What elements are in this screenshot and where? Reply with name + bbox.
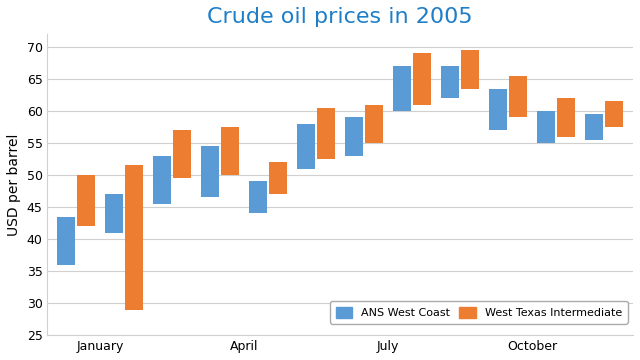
Bar <box>105 194 124 233</box>
Bar <box>345 117 364 156</box>
Bar <box>441 66 460 98</box>
Bar <box>413 53 431 104</box>
Bar <box>201 146 220 197</box>
Bar <box>125 165 143 310</box>
Y-axis label: USD per barrel: USD per barrel <box>7 134 21 236</box>
Bar <box>153 156 172 204</box>
Bar <box>557 98 575 136</box>
Bar <box>269 162 287 194</box>
Bar <box>393 66 412 111</box>
Bar <box>605 101 623 127</box>
Bar <box>509 76 527 117</box>
Title: Crude oil prices in 2005: Crude oil prices in 2005 <box>207 7 473 27</box>
Bar <box>317 108 335 159</box>
Bar <box>173 130 191 178</box>
Bar <box>221 127 239 175</box>
Bar <box>249 181 268 213</box>
Bar <box>365 104 383 143</box>
Bar <box>585 114 604 140</box>
Bar <box>297 124 316 168</box>
Bar <box>57 217 76 265</box>
Legend: ANS West Coast, West Texas Intermediate: ANS West Coast, West Texas Intermediate <box>330 301 627 324</box>
Bar <box>461 50 479 89</box>
Bar <box>489 89 508 130</box>
Bar <box>77 175 95 226</box>
Bar <box>537 111 556 143</box>
